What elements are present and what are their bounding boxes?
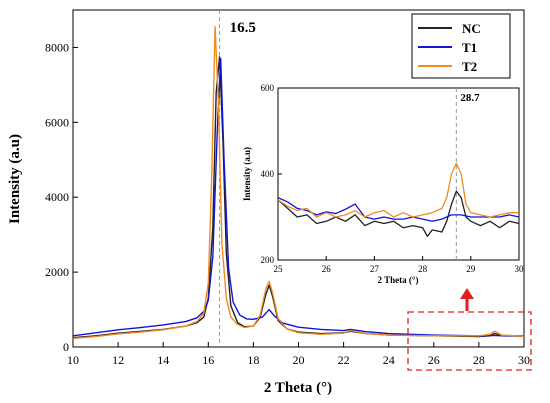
inset-y-tick-label: 400 bbox=[261, 169, 275, 179]
main-x-ticks: 10 12 14 16 18 20 22 24 26 28 30 bbox=[67, 342, 530, 367]
inset-x-tick-label: 29 bbox=[466, 264, 476, 274]
peak-annotation-16-5: 16.5 bbox=[230, 20, 256, 36]
main-x-tick-label: 26 bbox=[428, 353, 440, 367]
main-y-tick-label: 6000 bbox=[45, 115, 69, 129]
inset-x-axis-label: 2 Theta (°) bbox=[378, 275, 419, 285]
inset-y-tick-label: 200 bbox=[261, 255, 275, 265]
inset-y-ticks: 200 400 600 bbox=[261, 83, 282, 265]
main-y-ticks: 0 2000 4000 6000 8000 bbox=[45, 40, 78, 354]
inset-x-ticks: 25 26 27 28 29 30 bbox=[274, 256, 525, 274]
zoom-region-highlight bbox=[407, 311, 532, 371]
main-x-tick-label: 24 bbox=[383, 353, 395, 367]
inset-plot-background bbox=[277, 87, 520, 261]
main-x-tick-label: 20 bbox=[293, 353, 305, 367]
main-x-tick-label: 22 bbox=[338, 353, 350, 367]
inset-series-group bbox=[277, 162, 520, 237]
legend-label-t1: T1 bbox=[462, 40, 477, 55]
inset-x-tick-label: 26 bbox=[322, 264, 332, 274]
inset-series-t2 bbox=[277, 162, 519, 218]
main-y-tick-label: 0 bbox=[63, 340, 69, 354]
inset-x-tick-label: 28 bbox=[418, 264, 428, 274]
main-x-axis-label: 2 Theta (°) bbox=[264, 380, 332, 396]
main-y-axis-label: Intensity (a.u) bbox=[7, 134, 23, 224]
main-x-tick-label: 10 bbox=[67, 353, 79, 367]
main-series-t1 bbox=[72, 57, 524, 337]
legend: NC T1 T2 bbox=[411, 13, 511, 79]
main-x-tick-label: 18 bbox=[247, 353, 259, 367]
legend-label-t2: T2 bbox=[462, 59, 477, 74]
main-plot: 0 2000 4000 6000 8000 10 12 14 16 18 20 22 24 26 28 30… bbox=[7, 9, 532, 396]
zoom-arrow-head bbox=[460, 288, 474, 299]
main-x-tick-label: 14 bbox=[157, 353, 169, 367]
inset-x-tick-label: 27 bbox=[370, 264, 380, 274]
main-y-tick-label: 2000 bbox=[45, 265, 69, 279]
main-y-tick-label: 4000 bbox=[45, 190, 69, 204]
inset-series-t1 bbox=[277, 197, 520, 222]
inset-series-nc bbox=[277, 190, 520, 237]
legend-label-nc: NC bbox=[462, 21, 481, 36]
main-x-tick-label: 12 bbox=[112, 353, 124, 367]
main-x-tick-label: 16 bbox=[202, 353, 214, 367]
main-y-tick-label: 8000 bbox=[45, 40, 69, 54]
main-x-tick-label: 28 bbox=[473, 353, 485, 367]
inset-y-axis-label: Intensity (a.u) bbox=[242, 147, 252, 201]
inset-y-tick-label: 600 bbox=[261, 83, 275, 93]
main-x-tick-label: 30 bbox=[518, 353, 530, 367]
peak-annotation-28-7: 28.7 bbox=[460, 92, 480, 104]
main-series-group bbox=[72, 26, 525, 340]
main-series-t2 bbox=[72, 26, 525, 340]
inset-x-tick-label: 30 bbox=[515, 264, 525, 274]
inset-x-tick-label: 25 bbox=[274, 264, 284, 274]
